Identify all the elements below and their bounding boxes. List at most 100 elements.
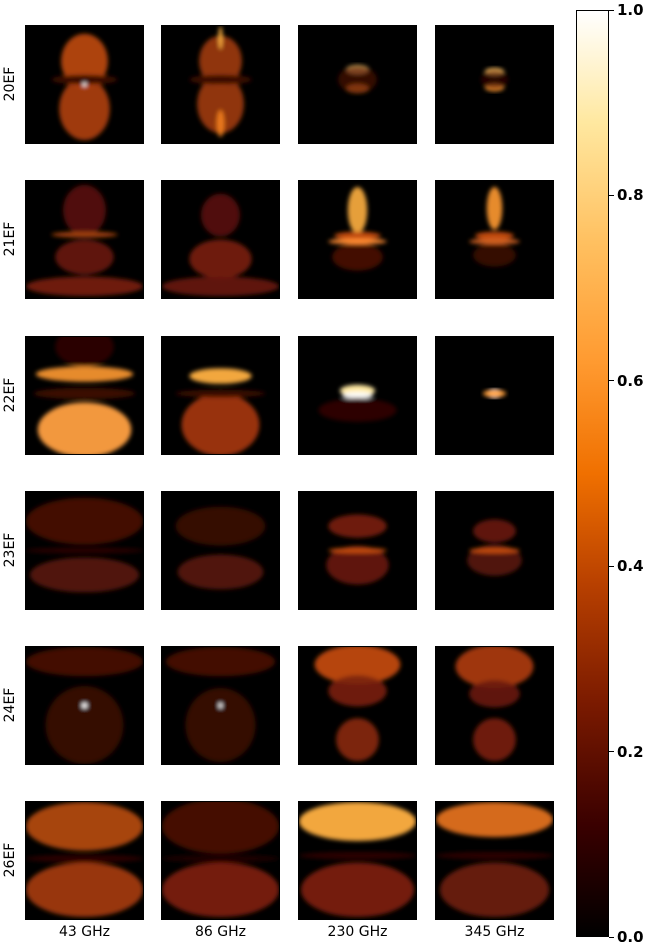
emission-region (218, 26, 223, 50)
panel-23ef-345ghz (435, 491, 554, 610)
colorbar-tick (609, 751, 614, 753)
emission-region (482, 389, 507, 398)
row-label-21ef: 21EF (2, 221, 18, 256)
panel-20ef-43ghz (25, 25, 144, 144)
panel-23ef-43ghz (25, 491, 144, 610)
emission-region (35, 366, 134, 382)
emission-region (26, 854, 143, 863)
emission-region (216, 109, 225, 138)
emission-region (347, 186, 368, 234)
panel-21ef-230ghz (298, 180, 417, 299)
emission-region (177, 554, 264, 590)
panel-22ef-86ghz (161, 336, 280, 455)
column-label-43ghz: 43 GHz (59, 924, 110, 940)
emission-region (486, 186, 503, 230)
panel-21ef-43ghz (25, 180, 144, 299)
column-label-230ghz: 230 GHz (327, 924, 388, 940)
panel-22ef-43ghz (25, 336, 144, 455)
emission-region (326, 545, 389, 585)
column-label-345ghz: 345 GHz (464, 924, 525, 940)
emission-region (201, 193, 240, 237)
emission-region (26, 276, 143, 297)
emission-region (175, 389, 266, 398)
emission-region (63, 184, 106, 236)
emission-region (199, 35, 242, 87)
emission-region (455, 647, 534, 688)
colorbar-tick-label: 1.0 (617, 1, 644, 19)
panel-24ef-86ghz (161, 646, 280, 765)
emission-region (336, 718, 379, 762)
emission-region (436, 802, 553, 838)
emission-region (197, 74, 244, 134)
panel-22ef-230ghz (298, 336, 417, 455)
emission-region (328, 238, 387, 245)
emission-region (55, 239, 114, 275)
panel-24ef-345ghz (435, 646, 554, 765)
colorbar-tick-label: 0.4 (617, 557, 644, 576)
colorbar (576, 10, 609, 937)
panel-21ef-86ghz (161, 180, 280, 299)
emission-region (189, 74, 252, 85)
emission-region (162, 276, 279, 297)
emission-region (81, 702, 88, 709)
emission-region (473, 519, 516, 543)
emission-region (299, 802, 416, 841)
emission-region (480, 69, 509, 90)
row-label-24ef: 24EF (2, 687, 18, 722)
emission-region (162, 854, 279, 863)
panel-26ef-345ghz (435, 801, 554, 920)
emission-region (469, 680, 520, 708)
emission-region (26, 647, 143, 677)
emission-region (51, 74, 118, 85)
panel-24ef-43ghz (25, 646, 144, 765)
row-label-23ef: 23EF (2, 532, 18, 567)
row-label-26ef: 26EF (2, 842, 18, 877)
emission-region (300, 862, 415, 918)
panel-24ef-230ghz (298, 646, 417, 765)
emission-region (51, 231, 118, 238)
emission-region (338, 65, 377, 94)
emission-region (475, 231, 514, 240)
emission-region (334, 231, 381, 240)
emission-region (473, 718, 516, 762)
emission-region (436, 851, 553, 860)
colorbar-tick (609, 194, 614, 196)
panel-26ef-43ghz (25, 801, 144, 920)
panel-26ef-230ghz (298, 801, 417, 920)
emission-region (469, 238, 520, 245)
panel-23ef-86ghz (161, 491, 280, 610)
emission-region (469, 547, 520, 554)
colorbar-tick-label: 0.0 (617, 928, 644, 946)
emission-region (45, 686, 124, 764)
emission-region (185, 687, 256, 763)
emission-region (29, 557, 140, 593)
emission-region (218, 702, 223, 709)
emission-region (328, 675, 387, 707)
emission-region (473, 243, 516, 267)
emission-region (181, 393, 260, 454)
emission-region (328, 547, 387, 554)
panel-22ef-345ghz (435, 336, 554, 455)
emission-region (328, 514, 387, 538)
emission-region (162, 862, 279, 918)
emission-region (332, 243, 383, 271)
emission-region (341, 391, 374, 400)
panel-20ef-230ghz (298, 25, 417, 144)
emission-region (162, 802, 279, 854)
emission-region (439, 862, 550, 918)
emission-region (26, 862, 143, 918)
emission-region (26, 547, 143, 554)
colorbar-tick-label: 0.6 (617, 371, 644, 390)
column-label-86ghz: 86 GHz (195, 924, 246, 940)
panel-20ef-86ghz (161, 25, 280, 144)
emission-region (26, 497, 143, 545)
emission-region (189, 239, 252, 279)
emission-region (59, 77, 110, 141)
emission-region (314, 647, 401, 685)
emission-region (61, 33, 108, 89)
row-label-22ef: 22EF (2, 377, 18, 412)
emission-region (299, 851, 416, 860)
panel-21ef-345ghz (435, 180, 554, 299)
colorbar-tick (609, 565, 614, 567)
colorbar-tick (609, 380, 614, 382)
